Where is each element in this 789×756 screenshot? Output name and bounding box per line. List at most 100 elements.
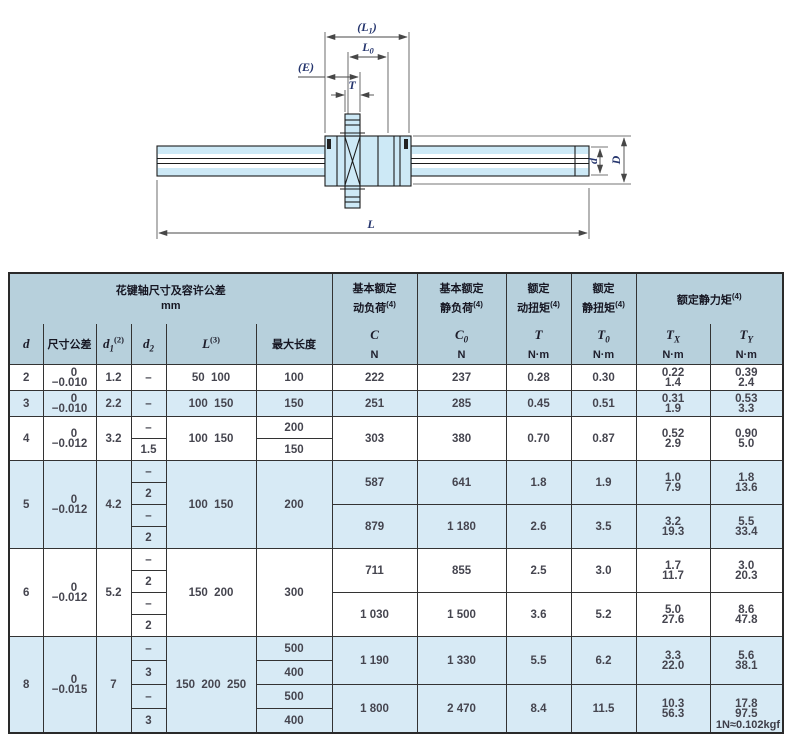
cell-T0: 6.2 [570, 636, 637, 685]
cell-d2: – [130, 504, 167, 527]
cell-T0: 5.2 [570, 592, 637, 637]
cell-T: 0.45 [505, 390, 572, 417]
seal-left [327, 139, 331, 149]
cell-TY: 5.6 38.1 [709, 636, 784, 685]
col-T0: T0 N·m [570, 324, 637, 365]
cell-max-length: 400 [255, 660, 333, 685]
header-group-static-load: 基本额定 静负荷(4) [416, 272, 507, 324]
cell-C: 1 190 [331, 636, 418, 685]
cell-T0: 1.9 [570, 460, 637, 505]
header-group-dynamic-load: 基本额定 动负荷(4) [331, 272, 418, 324]
cell-T: 1.8 [505, 460, 572, 505]
cell-L: 150 200 250 [165, 636, 257, 734]
dimension-drawing-svg: (L1) L0 (E) T L d D [156, 20, 631, 239]
dim-label-L: L [366, 217, 374, 231]
table-row-d2: 2 0 −0.010 1.2 – 50 100 100 222 237 0.28 … [8, 364, 784, 391]
key-pin [340, 113, 365, 209]
spline-shaft [156, 145, 590, 177]
extension-lines [156, 32, 631, 239]
header-group-dynamic-torque: 额定 动扭矩(4) [505, 272, 572, 324]
cell-max-length: 200 [255, 416, 333, 439]
table-row-d6-sub: 2 [9, 570, 783, 593]
cell-TY: 3.0 20.3 [709, 548, 784, 593]
cell-d: 2 [8, 364, 44, 391]
cell-TX: 3.3 22.0 [635, 636, 711, 685]
table-row-d8-sub: 3 400 [9, 708, 783, 734]
cell-C0: 237 [416, 364, 507, 391]
table-row-d5-sub: 2 [9, 482, 783, 505]
cell-C: 251 [331, 390, 418, 417]
cell-d2: – [130, 548, 167, 571]
cell-L: 100 150 [165, 460, 257, 549]
cell-tolerance: 0 −0.012 [42, 460, 97, 549]
col-C0: C0 N [416, 324, 507, 365]
col-max-length: 最大长度 [255, 324, 333, 365]
seal-right [404, 139, 408, 149]
cell-d2: – [130, 592, 167, 615]
table-row-d5-sub: – 879 1 180 2.6 3.5 3.2 19.3 5.5 33.4 [9, 504, 784, 549]
cell-C: 1 800 [331, 684, 418, 734]
cell-TY: 0.90 5.0 [709, 416, 784, 461]
cell-d1: 5.2 [95, 548, 132, 637]
cell-T0: 11.5 [570, 684, 637, 734]
cell-d2: 3 [130, 708, 167, 734]
cell-T0: 3.0 [570, 548, 637, 593]
table-row-d6: 6 0 −0.012 5.2 – 150 200 300 711 855 2.5 … [8, 548, 784, 637]
dim-label-L1: (L1) [357, 20, 377, 36]
cell-d2: – [130, 684, 167, 709]
cell-TX: 5.0 27.6 [635, 592, 711, 637]
cell-d: 8 [8, 636, 44, 734]
cell-TX: 0.22 1.4 [635, 364, 711, 391]
cell-TX: 1.0 7.9 [635, 460, 711, 505]
dimension-lines [158, 33, 628, 237]
cell-tolerance: 0 −0.010 [42, 390, 97, 417]
cell-d2: 1.5 [130, 438, 167, 461]
cell-d1: 3.2 [95, 416, 132, 461]
header-group-static-torque: 额定 静扭矩(4) [570, 272, 637, 324]
cell-C0: 285 [416, 390, 507, 417]
cell-C: 711 [331, 548, 418, 593]
col-d: d [8, 324, 44, 365]
table-row-d8: 8 0 −0.015 7 – 150 200 250 500 1 190 1 33… [8, 636, 784, 734]
dim-label-D: D [609, 155, 623, 165]
cell-TY: 1.8 13.6 [709, 460, 784, 505]
cell-TY: 0.39 2.4 [709, 364, 784, 391]
cell-T: 0.28 [505, 364, 572, 391]
cell-d2: – [130, 636, 167, 661]
col-d2: d2 [130, 324, 167, 365]
cell-d2: – [130, 416, 167, 439]
cell-TY: 5.5 33.4 [709, 504, 784, 549]
cell-C0: 1 500 [416, 592, 507, 637]
cell-max-length: 400 [255, 708, 333, 734]
header-spline-group: 花键轴尺寸及容许公差 mm [8, 272, 333, 324]
dim-label-d: d [586, 157, 600, 164]
cell-d1: 2.2 [95, 390, 132, 417]
cell-C0: 380 [416, 416, 507, 461]
cell-C: 879 [331, 504, 418, 549]
cell-T0: 0.87 [570, 416, 637, 461]
cell-C: 1 030 [331, 592, 418, 637]
cell-d1: 4.2 [95, 460, 132, 549]
table-row-d5-sub: 2 [9, 526, 783, 549]
spec-table: 花键轴尺寸及容许公差 mm 基本额定 动负荷(4) 基本额定 静负荷(4) 额定… [8, 272, 785, 734]
cell-d2: 2 [130, 526, 167, 549]
cell-d2: 2 [130, 570, 167, 593]
col-L: L(3) [165, 324, 257, 365]
cell-max-length: 150 [255, 438, 333, 461]
cell-T: 2.6 [505, 504, 572, 549]
cell-d: 6 [8, 548, 44, 637]
cell-d1: 1.2 [95, 364, 132, 391]
unit-conversion-note: 1N≈0.102kgf [715, 719, 780, 731]
table-row-d4: 4 0 −0.012 3.2 – 100 150 200 303 380 0.70… [8, 416, 784, 461]
table-row-d3: 3 0 −0.010 2.2 – 100 150 150 251 285 0.45… [8, 390, 784, 417]
cell-TX: 3.2 19.3 [635, 504, 711, 549]
cell-C: 303 [331, 416, 418, 461]
cell-TY: 8.6 47.8 [709, 592, 784, 637]
cell-d1: 7 [95, 636, 132, 734]
cell-T0: 3.5 [570, 504, 637, 549]
cell-TY: 0.53 3.3 [709, 390, 784, 417]
cell-T0: 0.51 [570, 390, 637, 417]
cell-L: 150 200 [165, 548, 257, 637]
cell-L: 100 150 [165, 390, 257, 417]
cell-d2: 3 [130, 660, 167, 685]
